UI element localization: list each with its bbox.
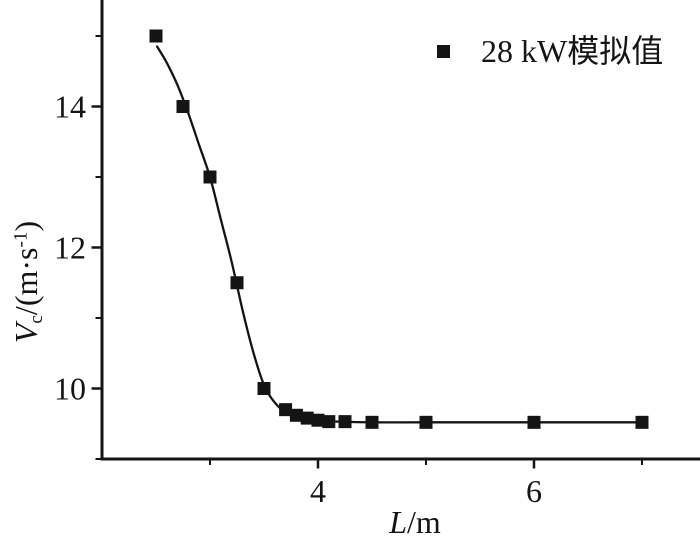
x-tick-label: 4 (310, 473, 326, 509)
y-axis-variable: V (8, 323, 44, 344)
legend-filled-square-icon (437, 44, 450, 58)
data-point-marker (338, 415, 352, 429)
x-axis-variable: L (389, 504, 407, 540)
data-point-marker (300, 411, 314, 425)
data-point-marker (279, 403, 293, 417)
data-point-marker (527, 415, 541, 429)
data-point-marker (311, 413, 325, 427)
y-axis-unit-open: /(m·s (8, 247, 44, 316)
data-point-marker (365, 415, 379, 429)
y-axis-subscript: c (25, 315, 47, 324)
y-axis-title: Vc/(m·s-1) (8, 162, 47, 402)
y-tick-label: 12 (54, 230, 86, 266)
fit-curve (155, 45, 644, 424)
data-point-marker (203, 170, 217, 184)
y-axis-unit-close: ) (8, 220, 44, 232)
data-point-marker (257, 382, 271, 395)
x-axis-title: L/m (355, 505, 475, 539)
legend-label: 28 kW模拟值 (481, 33, 664, 69)
x-axis-unit: /m (407, 504, 441, 540)
data-point-marker (176, 100, 190, 113)
data-point-marker (322, 415, 336, 429)
y-axis-exponent: -1 (10, 231, 32, 248)
x-tick-label: 6 (526, 473, 542, 509)
y-tick-label: 10 (54, 371, 86, 407)
data-point-marker (289, 408, 303, 422)
data-point-marker (230, 276, 244, 290)
data-point-marker (635, 415, 649, 429)
y-tick-label: 14 (54, 89, 86, 125)
legend: 28 kW模拟值 (437, 35, 663, 67)
data-point-marker (149, 29, 163, 43)
data-point-marker (419, 415, 433, 429)
